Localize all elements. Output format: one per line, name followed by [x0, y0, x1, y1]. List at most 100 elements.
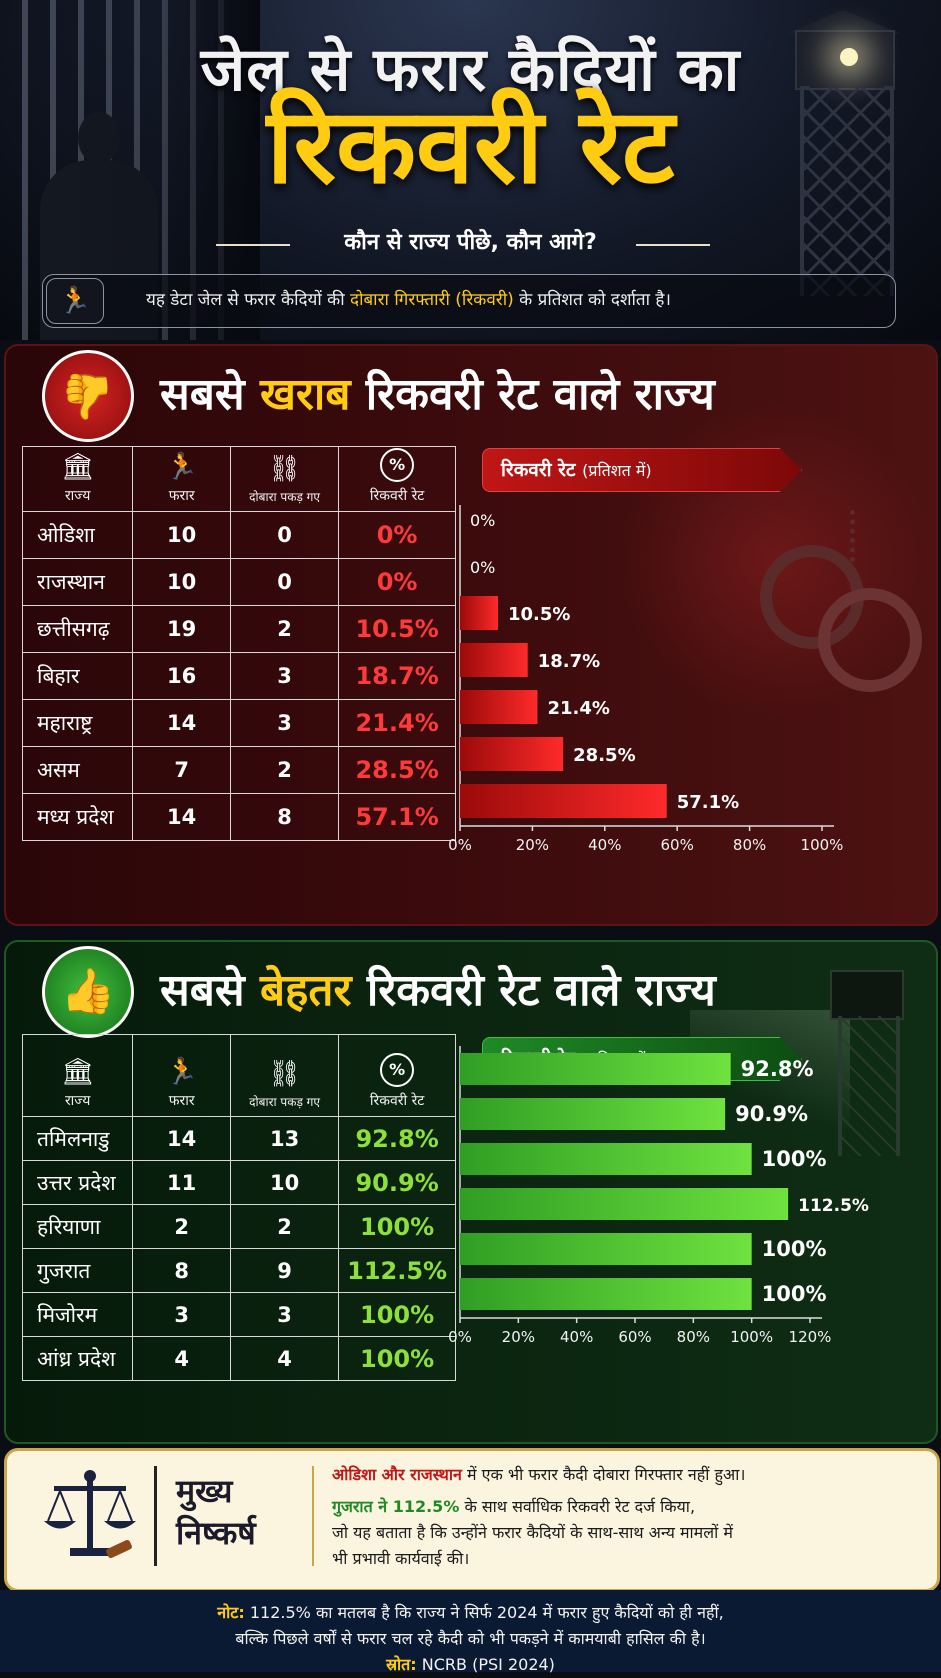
summary-point-1-text: में एक भी फरार कैदी दोबारा गिरफ्तार नहीं…	[461, 1465, 746, 1484]
col-header-rate: % रिकवरी रेट	[338, 446, 456, 512]
handcuffs-icon: ⛓	[268, 454, 302, 484]
escaped-count: 14	[132, 1116, 231, 1161]
recaptured-count: 3	[229, 699, 340, 747]
x-tick-label: 20%	[502, 1328, 535, 1346]
summary-divider	[154, 1466, 157, 1566]
summary-point-2-line2: जो यह बताता है कि उन्होंने फरार कैदियों …	[332, 1523, 733, 1542]
best-states-table: 🏛 राज्य 🏃 फरार ⛓ दोबारा पकड़ गए % रिकवरी रेट…	[21, 1034, 456, 1381]
watchtower-legs-decoration	[838, 1016, 900, 1156]
table-header-row: 🏛 राज्य 🏃 फरार ⛓ दोबारा पकड़ गए % रिकवरी रेट	[21, 1034, 456, 1117]
state-name: गुजरात	[21, 1248, 134, 1293]
note-line1: नोट: 112.5% का मतलब है कि राज्य ने सिर्फ…	[0, 1600, 941, 1626]
running-person-icon: 🏃	[165, 1057, 198, 1087]
x-tick-label: 60%	[618, 1328, 651, 1346]
col-header-state-label: राज्य	[64, 488, 91, 504]
subtitle-rule-right	[636, 244, 710, 246]
escaped-count: 10	[132, 558, 231, 606]
recaptured-count: 13	[229, 1116, 340, 1161]
recaptured-count: 2	[229, 746, 340, 794]
x-tick-label: 80%	[677, 1328, 710, 1346]
title-line2: रिकवरी रेट	[266, 85, 675, 207]
watchtower-light	[840, 48, 858, 66]
data-label: 21.4%	[547, 698, 609, 719]
escaped-count: 19	[132, 605, 231, 653]
summary-point-1-highlight: ओडिशा और राजस्थान	[332, 1465, 462, 1484]
recovery-rate: 90.9%	[338, 1160, 456, 1205]
data-label: 92.8%	[741, 1057, 814, 1081]
source-line: स्रोत: NCRB (PSI 2024)	[0, 1652, 941, 1678]
table-row: मिजोरम 3 3 100%	[21, 1292, 456, 1337]
data-label: 112.5%	[798, 1196, 869, 1216]
percent-icon: %	[339, 447, 455, 482]
recaptured-count: 8	[229, 793, 340, 841]
data-label: 10.5%	[508, 604, 570, 625]
note-line1-text: 112.5% का मतलब है कि राज्य ने सिर्फ 2024…	[244, 1603, 724, 1622]
data-label: 100%	[762, 1282, 827, 1306]
summary-point-1: ओडिशा और राजस्थान में एक भी फरार कैदी दो…	[332, 1462, 922, 1488]
summary-title: मुख्य निष्कर्ष	[176, 1470, 316, 1554]
percent-icon: %	[339, 1052, 455, 1087]
col-header-recaptured-label: दोबारा पकड़ गए	[249, 490, 321, 504]
bar	[460, 784, 667, 818]
col-header-recaptured-label: दोबारा पकड़ गए	[249, 1095, 321, 1109]
escaped-count: 14	[132, 699, 231, 747]
bar	[460, 737, 564, 771]
col-header-recaptured: ⛓ दोबारा पकड़ गए	[229, 446, 340, 512]
bar	[460, 1098, 726, 1130]
recaptured-count: 0	[229, 511, 340, 559]
footer-note: नोट: 112.5% का मतलब है कि राज्य ने सिर्फ…	[0, 1600, 941, 1678]
best-section-title: सबसे बेहतर रिकवरी रेट वाले राज्य	[160, 958, 716, 1018]
bar	[460, 643, 528, 677]
recovery-rate: 92.8%	[338, 1116, 456, 1161]
summary-divider-2	[312, 1466, 314, 1566]
best-title-part2: रिकवरी रेट वाले राज्य	[351, 965, 716, 1016]
table-row: मध्य प्रदेश 14 8 57.1%	[21, 793, 456, 841]
bar	[460, 1188, 789, 1220]
info-suffix: के प्रतिशत को दर्शाता है।	[513, 290, 671, 310]
x-tick-label: 20%	[516, 836, 549, 854]
recovery-rate: 28.5%	[338, 746, 456, 794]
recaptured-count: 2	[229, 605, 340, 653]
state-name: छत्तीसगढ़	[21, 605, 134, 653]
worst-title-part1: सबसे	[160, 369, 260, 420]
x-tick-label: 0%	[448, 1328, 472, 1346]
summary-title-line2: निष्कर्ष	[176, 1514, 256, 1552]
recovery-rate: 112.5%	[338, 1248, 456, 1293]
escaped-count: 4	[132, 1336, 231, 1381]
worst-chart-ribbon: रिकवरी रेट (प्रतिशत में)	[482, 448, 802, 492]
recovery-rate: 0%	[338, 511, 456, 559]
running-escapee-icon: 🏃	[46, 278, 104, 324]
recaptured-count: 4	[229, 1336, 340, 1381]
worst-title-part2: रिकवरी रेट वाले राज्य	[350, 369, 715, 420]
col-header-escaped-label: फरार	[168, 1093, 195, 1109]
col-header-escaped: 🏃 फरार	[132, 446, 231, 512]
x-tick-label: 120%	[789, 1328, 832, 1346]
worst-ribbon-label: रिकवरी रेट	[501, 459, 576, 481]
watchtower-legs	[800, 86, 894, 296]
recovery-rate: 10.5%	[338, 605, 456, 653]
state-name: ओडिशा	[21, 511, 134, 559]
bar	[460, 690, 538, 724]
scales-of-justice-icon	[44, 1470, 136, 1559]
recaptured-count: 9	[229, 1248, 340, 1293]
state-name: मिजोरम	[21, 1292, 134, 1337]
escaped-count: 3	[132, 1292, 231, 1337]
recovery-rate: 57.1%	[338, 793, 456, 841]
data-label: 0%	[470, 558, 495, 577]
info-box	[42, 274, 896, 328]
col-header-rate-label: रिकवरी रेट	[369, 488, 425, 504]
recovery-rate: 100%	[338, 1292, 456, 1337]
table-row: महाराष्ट्र 14 3 21.4%	[21, 699, 456, 747]
table-row: हरियाणा 2 2 100%	[21, 1204, 456, 1249]
state-name: तमिलनाडु	[21, 1116, 134, 1161]
recovery-rate: 21.4%	[338, 699, 456, 747]
recovery-rate: 100%	[338, 1336, 456, 1381]
recovery-rate: 18.7%	[338, 652, 456, 700]
worst-bar-chart: 0% 20% 40% 60% 80% 100% 0% 0% 10.5% 18.7% 21.4% 28.…	[448, 505, 843, 854]
bar	[460, 1233, 752, 1265]
x-tick-label: 0%	[448, 836, 472, 854]
table-row: गुजरात 8 9 112.5%	[21, 1248, 456, 1293]
escaped-count: 11	[132, 1160, 231, 1205]
col-header-escaped-label: फरार	[168, 488, 195, 504]
table-row: उत्तर प्रदेश 11 10 90.9%	[21, 1160, 456, 1205]
